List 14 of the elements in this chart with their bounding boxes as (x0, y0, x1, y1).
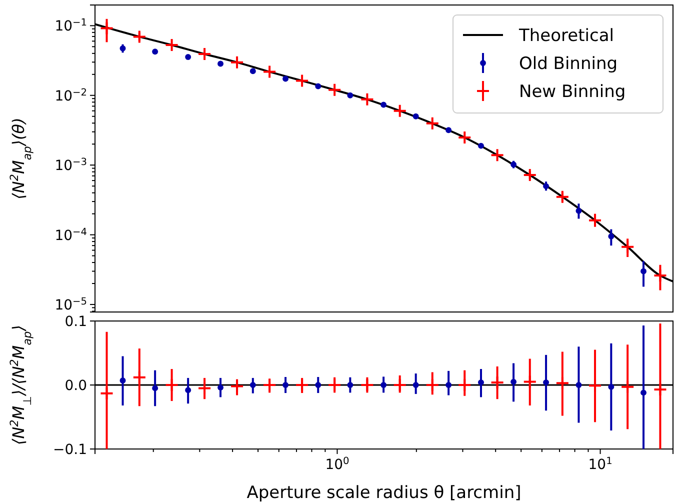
y-tick-label: 0.0 (64, 378, 87, 394)
x-tick-label: 10$^{1}$ (588, 456, 612, 473)
y-tick-label: 0.1 (64, 314, 87, 330)
legend-label: New Binning (519, 82, 626, 102)
y-tick-label: −0.1 (53, 442, 87, 458)
y-tick-label: 10$^{−3}$ (54, 156, 87, 174)
y-tick-label: 10$^{−5}$ (54, 296, 87, 314)
x-axis-title: Aperture scale radius θ [arcmin] (246, 483, 522, 503)
y-tick-label: 10$^{−1}$ (54, 17, 87, 35)
x-tick-label: 10$^{0}$ (325, 456, 350, 473)
y-tick-label: 10$^{−4}$ (54, 226, 87, 244)
legend-label: Theoretical (518, 26, 614, 46)
legend-label: Old Binning (519, 54, 618, 74)
y-tick-label: 10$^{−2}$ (54, 86, 87, 104)
